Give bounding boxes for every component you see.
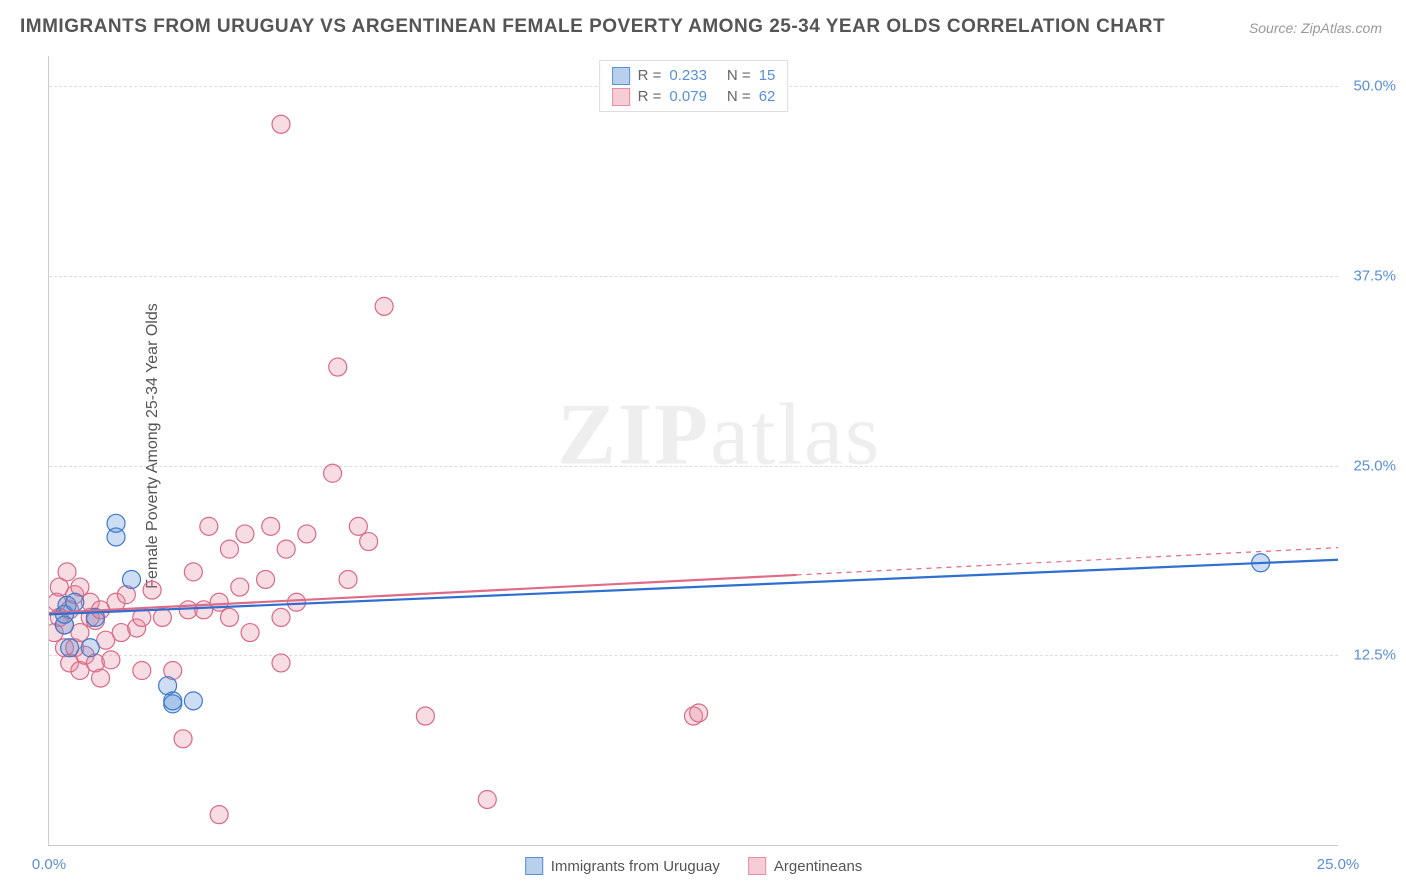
- scatter-point: [241, 624, 259, 642]
- y-tick-label: 50.0%: [1353, 78, 1396, 95]
- scatter-point: [58, 563, 76, 581]
- r-value-uruguay: 0.233: [669, 65, 707, 86]
- scatter-svg: [49, 56, 1338, 845]
- scatter-point: [231, 578, 249, 596]
- swatch-argentineans-icon: [748, 857, 766, 875]
- scatter-point: [360, 533, 378, 551]
- scatter-point: [210, 806, 228, 824]
- swatch-uruguay-icon: [525, 857, 543, 875]
- scatter-point: [92, 669, 110, 687]
- n-label: N =: [727, 65, 751, 86]
- scatter-point: [298, 525, 316, 543]
- scatter-point: [339, 570, 357, 588]
- legend-series: Immigrants from Uruguay Argentineans: [525, 857, 863, 875]
- scatter-point: [272, 654, 290, 672]
- scatter-point: [272, 608, 290, 626]
- legend-row-argentineans: R = 0.079 N = 62: [612, 86, 776, 107]
- scatter-point: [184, 563, 202, 581]
- scatter-point: [102, 651, 120, 669]
- scatter-point: [277, 540, 295, 558]
- n-value-uruguay: 15: [759, 65, 776, 86]
- scatter-point: [349, 517, 367, 535]
- scatter-point: [164, 692, 182, 710]
- scatter-point: [210, 593, 228, 611]
- scatter-point: [257, 570, 275, 588]
- n-value-argentineans: 62: [759, 86, 776, 107]
- scatter-point: [66, 593, 84, 611]
- legend-item-argentineans: Argentineans: [748, 857, 862, 875]
- legend-correlation-box: R = 0.233 N = 15 R = 0.079 N = 62: [599, 60, 789, 112]
- scatter-point: [329, 358, 347, 376]
- legend-row-uruguay: R = 0.233 N = 15: [612, 65, 776, 86]
- n-label: N =: [727, 86, 751, 107]
- plot-area: ZIPatlas R = 0.233 N = 15 R = 0.079 N = …: [48, 56, 1338, 846]
- regression-line: [49, 575, 797, 613]
- scatter-point: [287, 593, 305, 611]
- legend-label-argentineans: Argentineans: [774, 858, 862, 875]
- scatter-point: [272, 115, 290, 133]
- r-label: R =: [638, 86, 662, 107]
- y-tick-label: 37.5%: [1353, 268, 1396, 285]
- swatch-argentineans: [612, 88, 630, 106]
- scatter-point: [143, 581, 161, 599]
- source-attribution: Source: ZipAtlas.com: [1249, 20, 1382, 36]
- r-label: R =: [638, 65, 662, 86]
- scatter-point: [375, 297, 393, 315]
- scatter-point: [184, 692, 202, 710]
- legend-item-uruguay: Immigrants from Uruguay: [525, 857, 720, 875]
- scatter-point: [153, 608, 171, 626]
- legend-label-uruguay: Immigrants from Uruguay: [551, 858, 720, 875]
- r-value-argentineans: 0.079: [669, 86, 707, 107]
- scatter-point: [220, 540, 238, 558]
- scatter-point: [236, 525, 254, 543]
- x-tick-label: 25.0%: [1317, 856, 1360, 873]
- scatter-point: [690, 704, 708, 722]
- scatter-point: [61, 639, 79, 657]
- scatter-point: [107, 514, 125, 532]
- scatter-point: [133, 662, 151, 680]
- scatter-point: [220, 608, 238, 626]
- chart-container: IMMIGRANTS FROM URUGUAY VS ARGENTINEAN F…: [0, 0, 1406, 892]
- scatter-point: [478, 790, 496, 808]
- scatter-point: [174, 730, 192, 748]
- y-tick-label: 12.5%: [1353, 647, 1396, 664]
- chart-title: IMMIGRANTS FROM URUGUAY VS ARGENTINEAN F…: [20, 16, 1165, 38]
- swatch-uruguay: [612, 67, 630, 85]
- scatter-point: [262, 517, 280, 535]
- scatter-point: [81, 639, 99, 657]
- x-tick-label: 0.0%: [32, 856, 66, 873]
- scatter-point: [122, 570, 140, 588]
- scatter-point: [416, 707, 434, 725]
- y-tick-label: 25.0%: [1353, 457, 1396, 474]
- scatter-point: [324, 464, 342, 482]
- scatter-point: [200, 517, 218, 535]
